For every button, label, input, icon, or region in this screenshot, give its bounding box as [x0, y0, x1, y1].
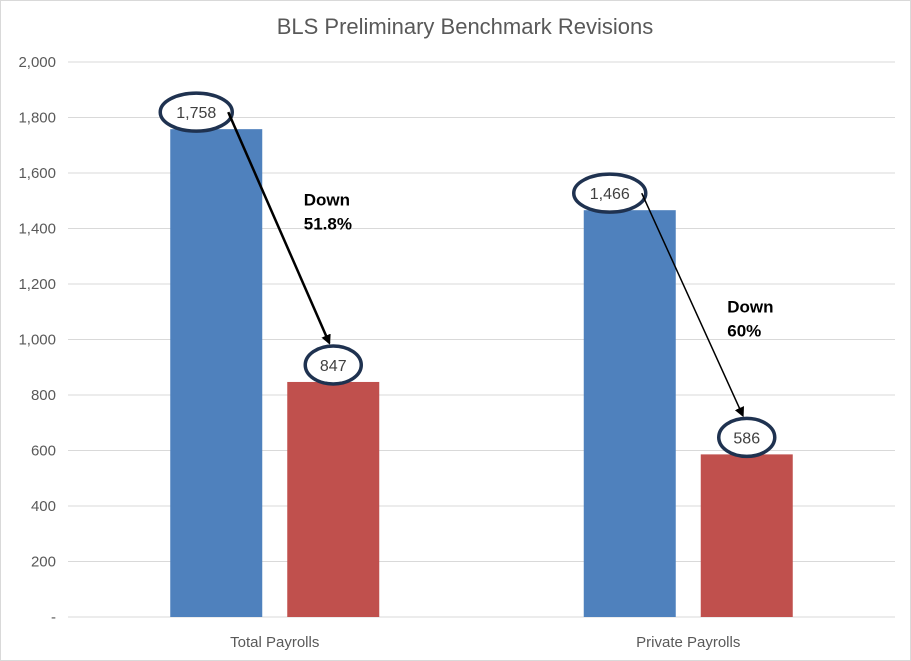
y-tick-label: 800: [31, 387, 56, 404]
y-tick-label: 1,800: [18, 110, 56, 127]
bar: [170, 129, 263, 617]
x-tick-label: Total Payrolls: [230, 634, 319, 651]
annotation: Down 60%: [727, 297, 773, 340]
annotation: Down 51.8%: [304, 191, 352, 234]
data-label: 847: [320, 358, 347, 375]
data-label: 586: [733, 430, 760, 447]
annotation-line: Down: [727, 297, 773, 316]
y-tick-label: 1,600: [18, 165, 56, 182]
annotation-line: 51.8%: [304, 215, 352, 234]
data-label-circle: [158, 91, 234, 133]
data-label: 1,466: [590, 186, 630, 203]
arrow: [641, 192, 744, 418]
annotation-line: 60%: [727, 321, 761, 340]
arrow: [227, 111, 331, 345]
data-label-circle: [572, 172, 648, 214]
x-tick-label: Private Payrolls: [636, 634, 740, 651]
bar: [700, 454, 793, 617]
data-label-circle: [303, 344, 363, 386]
y-tick-label: 600: [31, 443, 56, 460]
data-label: 1,758: [176, 105, 216, 122]
bar: [583, 210, 676, 617]
annotation-line: Down: [304, 191, 350, 210]
y-tick-label: 2,000: [18, 54, 56, 71]
chart-title: BLS Preliminary Benchmark Revisions: [277, 14, 654, 39]
y-tick-label: -: [51, 609, 56, 626]
data-label-circle: [717, 416, 777, 459]
y-tick-label: 1,000: [18, 332, 56, 349]
y-tick-label: 400: [31, 498, 56, 515]
y-tick-label: 1,200: [18, 276, 56, 293]
y-tick-label: 1,400: [18, 221, 56, 238]
y-tick-label: 200: [31, 554, 56, 571]
bar: [287, 381, 380, 617]
